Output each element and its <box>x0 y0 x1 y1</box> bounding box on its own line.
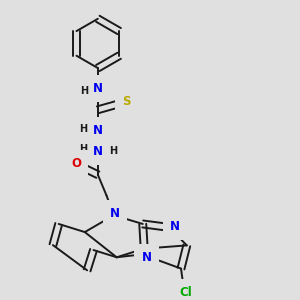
Text: H: H <box>79 124 87 134</box>
Text: H: H <box>109 146 117 156</box>
Text: Cl: Cl <box>180 286 193 299</box>
Text: N: N <box>169 220 180 233</box>
Text: N: N <box>110 207 120 220</box>
Text: O: O <box>71 157 81 169</box>
Text: N: N <box>93 145 103 158</box>
Text: S: S <box>122 95 130 108</box>
Text: H: H <box>80 86 88 96</box>
Text: N: N <box>93 82 103 95</box>
Text: N: N <box>93 124 103 137</box>
Text: N: N <box>142 251 152 264</box>
Text: H: H <box>79 144 87 154</box>
